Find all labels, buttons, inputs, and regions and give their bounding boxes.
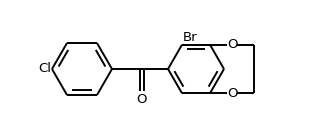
Text: O: O <box>227 38 237 51</box>
Text: Cl: Cl <box>38 63 51 75</box>
Text: O: O <box>227 87 237 100</box>
Text: O: O <box>137 93 147 106</box>
Text: Br: Br <box>183 31 198 44</box>
